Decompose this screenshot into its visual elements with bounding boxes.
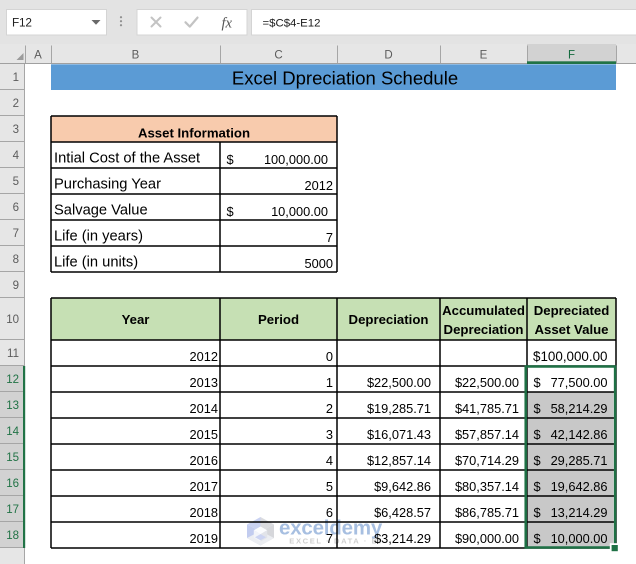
svg-text:10,000.00: 10,000.00: [271, 204, 328, 219]
svg-text:Asset Information: Asset Information: [138, 125, 250, 140]
svg-text:1: 1: [13, 72, 19, 84]
svg-text:58,214.29: 58,214.29: [551, 401, 608, 416]
svg-text:$90,000.00: $90,000.00: [455, 531, 519, 546]
svg-text:2015: 2015: [190, 427, 218, 442]
svg-text:6: 6: [13, 202, 19, 214]
svg-text:A: A: [34, 50, 42, 62]
svg-text:2014: 2014: [190, 401, 218, 416]
svg-text:$19,285.71: $19,285.71: [367, 401, 431, 416]
svg-text:F12: F12: [12, 16, 32, 30]
svg-text:$70,714.29: $70,714.29: [455, 453, 519, 468]
svg-text:13,214.29: 13,214.29: [551, 505, 608, 520]
svg-text:29,285.71: 29,285.71: [551, 453, 608, 468]
svg-text:2013: 2013: [190, 375, 218, 390]
svg-text:2017: 2017: [190, 479, 218, 494]
svg-text:12: 12: [6, 374, 19, 386]
svg-text:fx: fx: [222, 15, 233, 31]
svg-text:77,500.00: 77,500.00: [551, 375, 608, 390]
svg-text:2012: 2012: [190, 349, 218, 364]
svg-text:7: 7: [13, 228, 19, 240]
svg-text:Purchasing Year: Purchasing Year: [54, 177, 161, 193]
svg-text:$: $: [534, 375, 541, 390]
svg-text:Excel Dpreciation Schedule: Excel Dpreciation Schedule: [232, 67, 458, 88]
svg-text:14: 14: [6, 426, 19, 438]
svg-text:4: 4: [326, 453, 333, 468]
svg-text:2016: 2016: [190, 453, 218, 468]
svg-text:10: 10: [6, 314, 19, 326]
svg-text:3: 3: [326, 427, 333, 442]
svg-text:11: 11: [7, 348, 19, 360]
svg-text:18: 18: [6, 530, 19, 542]
svg-text:2018: 2018: [190, 505, 218, 520]
svg-text:F: F: [568, 50, 575, 62]
svg-text:C: C: [274, 50, 282, 62]
svg-text:$100,000.00: $100,000.00: [533, 349, 607, 364]
svg-text:B: B: [132, 50, 140, 62]
svg-text:13: 13: [6, 400, 19, 412]
svg-text:$22,500.00: $22,500.00: [367, 375, 431, 390]
svg-text:Depreciated: Depreciated: [534, 303, 610, 318]
svg-text:$80,357.14: $80,357.14: [455, 479, 519, 494]
svg-text:$57,857.14: $57,857.14: [455, 427, 519, 442]
svg-text:$: $: [534, 427, 541, 442]
svg-text:8: 8: [13, 254, 19, 266]
svg-text:1: 1: [326, 375, 333, 390]
svg-text:$16,071.43: $16,071.43: [367, 427, 431, 442]
svg-text:Life (in years): Life (in years): [54, 229, 143, 245]
svg-text:4: 4: [13, 150, 20, 162]
svg-text:E: E: [480, 50, 488, 62]
svg-text:Period: Period: [258, 312, 299, 327]
svg-text:5: 5: [326, 479, 333, 494]
svg-text:$12,857.14: $12,857.14: [367, 453, 431, 468]
svg-text:$41,785.71: $41,785.71: [455, 401, 519, 416]
svg-text:$: $: [534, 505, 541, 520]
svg-text:17: 17: [6, 504, 19, 516]
svg-text:0: 0: [326, 349, 333, 364]
svg-text:5: 5: [13, 176, 19, 188]
svg-text:$86,785.71: $86,785.71: [455, 505, 519, 520]
svg-text:EXCEL · DATA · BI: EXCEL · DATA · BI: [289, 537, 382, 546]
svg-text:$: $: [534, 453, 541, 468]
svg-text:$6,428.57: $6,428.57: [374, 505, 431, 520]
svg-text:19,642.86: 19,642.86: [551, 479, 608, 494]
svg-text:2: 2: [326, 401, 333, 416]
svg-text:$: $: [534, 401, 541, 416]
svg-text:Depreciation: Depreciation: [349, 312, 429, 327]
svg-text:15: 15: [6, 452, 19, 464]
svg-text:2: 2: [13, 98, 19, 110]
svg-text:7: 7: [326, 230, 333, 245]
svg-text:$: $: [534, 531, 541, 546]
svg-text:$: $: [227, 204, 234, 219]
svg-text:$: $: [534, 479, 541, 494]
svg-text:Asset Value: Asset Value: [534, 322, 608, 337]
svg-text:Depreciation: Depreciation: [444, 322, 524, 337]
svg-text:2012: 2012: [305, 178, 333, 193]
svg-text:$9,642.86: $9,642.86: [374, 479, 431, 494]
svg-text:Year: Year: [122, 312, 150, 327]
svg-text:=$C$4-E12: =$C$4-E12: [263, 17, 321, 29]
svg-text:Intial Cost of the Asset: Intial Cost of the Asset: [54, 151, 200, 167]
svg-text:Life (in units): Life (in units): [54, 255, 138, 271]
svg-text:3: 3: [13, 124, 19, 136]
svg-text:6: 6: [326, 505, 333, 520]
svg-text:5000: 5000: [305, 256, 333, 271]
svg-text:7: 7: [326, 531, 333, 546]
svg-text:10,000.00: 10,000.00: [551, 531, 608, 546]
svg-text:$3,214.29: $3,214.29: [374, 531, 431, 546]
svg-text:$: $: [227, 152, 234, 167]
svg-text:Accumulated: Accumulated: [442, 303, 525, 318]
svg-text:16: 16: [6, 478, 19, 490]
svg-text:2019: 2019: [190, 531, 218, 546]
svg-text:D: D: [384, 50, 392, 62]
svg-text:9: 9: [13, 280, 19, 292]
svg-text:Salvage Value: Salvage Value: [54, 203, 148, 219]
svg-text:100,000.00: 100,000.00: [264, 152, 328, 167]
svg-text:$22,500.00: $22,500.00: [455, 375, 519, 390]
svg-text:42,142.86: 42,142.86: [551, 427, 608, 442]
